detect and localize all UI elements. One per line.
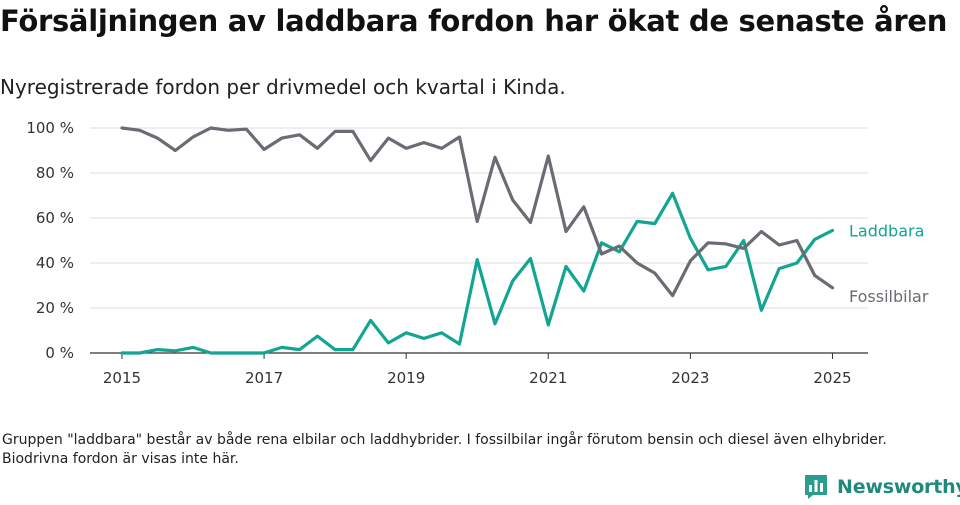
brand-name: Newsworthy <box>837 476 960 498</box>
footnote: Gruppen "laddbara" består av både rena e… <box>2 432 887 467</box>
line-chart: 0 % 20 % 40 % 60 % 80 % 100 % 2015 2017 2019 2021… <box>26 119 929 387</box>
series-label-fossilbilar: Fossilbilar <box>849 287 929 306</box>
y-tick-label: 80 % <box>36 164 74 182</box>
x-tick-label: 2021 <box>529 369 567 387</box>
chart-title: Försäljningen av laddbara fordon har öka… <box>0 4 948 38</box>
x-tick-label: 2015 <box>103 369 141 387</box>
y-tick-label: 40 % <box>36 254 74 272</box>
series-line-fossilbilar <box>120 126 835 298</box>
series-line-laddbara <box>120 191 835 355</box>
y-tick-label: 0 % <box>45 344 74 362</box>
series-label-laddbara: Laddbara <box>849 221 924 240</box>
y-tick-label: 60 % <box>36 209 74 227</box>
x-tick-label: 2025 <box>813 369 851 387</box>
x-tick-label: 2017 <box>245 369 283 387</box>
brand-logo[interactable]: Newsworthy <box>804 474 960 500</box>
newsworthy-logo-icon <box>805 475 827 499</box>
y-tick-label: 20 % <box>36 299 74 317</box>
y-tick-label: 100 % <box>26 119 74 137</box>
x-tick-label: 2023 <box>671 369 709 387</box>
x-tick-label: 2019 <box>387 369 425 387</box>
chart-subtitle: Nyregistrerade fordon per drivmedel och … <box>0 75 566 99</box>
